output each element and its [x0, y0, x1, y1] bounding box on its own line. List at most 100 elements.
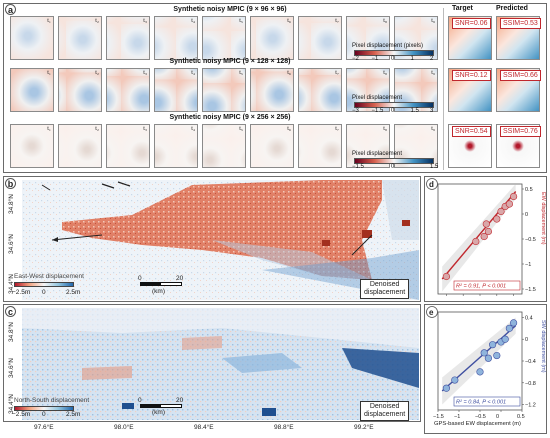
time-step-label: t₁: [47, 18, 51, 24]
mpic-time-tile: t₄: [154, 124, 198, 168]
data-point: [442, 384, 451, 392]
predicted-column-heading: Predicted: [496, 5, 528, 12]
longitude-label: 98.0°E: [114, 424, 134, 431]
mpic-time-tile: t₅: [202, 124, 246, 168]
colorbar-tick-label: 1.5: [430, 164, 439, 170]
longitude-label: 99.2°E: [354, 424, 374, 431]
data-point: [505, 324, 513, 332]
panel-b-denoised-badge: Denoised displacement: [360, 279, 410, 299]
time-step-label: t₅: [239, 18, 243, 24]
x-axis-label: GPS-based EW displacement (m): [434, 421, 521, 427]
longitude-label: 98.8°E: [274, 424, 294, 431]
pixel-displacement-colorbar: [354, 102, 434, 108]
data-point: [480, 349, 488, 357]
mpic-time-tile: t₃: [106, 16, 150, 60]
time-step-label: t₃: [143, 126, 147, 132]
y-tick-label: −0.4: [525, 359, 536, 365]
ns-legend-tick-min: −2.5m: [12, 411, 31, 418]
ns-legend-colorbar: [14, 406, 74, 411]
data-point: [442, 272, 451, 281]
confidence-band: [442, 184, 516, 292]
colorbar-tick-label: −3: [352, 108, 359, 114]
data-point: [509, 319, 518, 327]
y-tick-label: −0.5: [525, 237, 536, 243]
mpic-time-tile: t₂: [58, 68, 102, 112]
stat-label: R² = 0.91, P < 0.001: [456, 284, 506, 290]
mpic-time-tile: t₆: [250, 16, 294, 60]
time-step-label: t₉: [431, 70, 435, 76]
mpic-time-tile: t₃: [106, 68, 150, 112]
ns-displacement-map: [22, 308, 419, 420]
ew-legend-tick-max: 2.5m: [66, 289, 81, 296]
x-tick-label: −1: [454, 414, 460, 420]
ew-legend-colorbar: [14, 282, 74, 287]
y-tick-label: 0.5: [525, 187, 533, 193]
panel-e-scatter-chart: 0.4 0 −0.4 −0.8 −1.2 SW displacement (m) −1.5 −…: [426, 306, 546, 427]
panel-b-letter: b: [5, 178, 16, 189]
panel-b-scale-tick-start: 0: [138, 275, 142, 282]
stat-box: [453, 280, 521, 291]
x-tick-label: 0: [496, 414, 499, 420]
x-tick-label: 0.5: [517, 414, 525, 420]
y-tick-label: 0: [525, 212, 528, 218]
mpic-time-tile: t₁: [10, 68, 54, 112]
stat-box: [453, 396, 521, 407]
time-step-label: t₆: [287, 70, 291, 76]
data-point: [509, 192, 518, 201]
ssim-metric: SSIM=0.76: [500, 126, 541, 137]
time-step-label: t₉: [431, 126, 435, 132]
mpic-time-tile: t₇: [298, 124, 342, 168]
pixel-displacement-colorbar-label: Pixel displacement: [352, 151, 403, 157]
colorbar-tick-label: 3: [430, 108, 434, 114]
colorbar-tick-label: −1.5: [371, 108, 384, 114]
y-tick-label: 0: [525, 337, 528, 343]
data-point: [476, 368, 484, 376]
colorbar-tick-label: 0: [391, 56, 395, 62]
x-tick-label: −1.5: [433, 414, 444, 420]
mpic-time-tile: t₇: [298, 68, 342, 112]
panel-c-badge-line1: Denoised: [369, 403, 400, 410]
pixel-displacement-colorbar-label: Pixel displacement (pixels): [352, 43, 424, 49]
mpic-time-tile: t₆: [250, 124, 294, 168]
colorbar-tick-label: 0: [391, 108, 395, 114]
time-step-label: t₆: [287, 18, 291, 24]
time-step-label: t₄: [191, 126, 195, 132]
ssim-metric: SSIM=0.53: [500, 18, 541, 29]
colorbar-tick-label: −2: [352, 56, 359, 62]
panel-b-scale-unit: (km): [152, 288, 165, 295]
y-tick-label: −0.8: [525, 381, 536, 387]
colorbar-tick-label: −1.5: [352, 164, 364, 170]
mpic-row-title: Synthetic noisy MPIC (9 × 96 × 96): [173, 6, 287, 13]
ns-legend-title: North-South displacement: [14, 397, 90, 404]
time-step-label: t₈: [383, 126, 387, 132]
y-tick-label: −1: [525, 262, 531, 268]
time-step-label: t₅: [239, 70, 243, 76]
panel-b-scale-bar: [140, 282, 182, 286]
mpic-row-title: Synthetic noisy MPIC (9 × 128 × 128): [169, 58, 291, 65]
panel-letter-circle: [426, 178, 438, 190]
panel-b-scale-tick-end: 20: [176, 275, 184, 282]
longitude-label: 98.4°E: [194, 424, 214, 431]
time-step-label: t₇: [335, 18, 339, 24]
panel-c-scale-tick-start: 0: [138, 397, 142, 404]
data-point: [488, 341, 497, 349]
time-step-label: t₇: [335, 70, 339, 76]
panel-b-badge-line2: displacement: [364, 289, 406, 296]
y-tick-label: −1.2: [525, 403, 536, 409]
longitude-label: 97.6°E: [34, 424, 54, 431]
panel-c-scale-bar: [140, 404, 182, 408]
mpic-time-tile: t₇: [298, 16, 342, 60]
confidence-band: [442, 317, 516, 405]
time-step-label: t₉: [431, 18, 435, 24]
panel-d-scatter-chart: 0.5 0 −0.5 −1 −1.5 EW displacement (m) R² = 0.…: [426, 178, 546, 296]
time-step-label: t₂: [95, 70, 99, 76]
mpic-time-tile: t₁: [10, 124, 54, 168]
time-step-label: t₁: [47, 126, 51, 132]
target-column-heading: Target: [452, 5, 473, 12]
time-step-label: t₈: [383, 18, 387, 24]
ew-legend-title: East-West displacement: [14, 273, 84, 280]
ns-legend-tick-max: 2.5m: [66, 411, 81, 418]
data-point: [501, 335, 509, 343]
data-point: [482, 220, 490, 228]
pixel-displacement-colorbar: [354, 50, 434, 56]
